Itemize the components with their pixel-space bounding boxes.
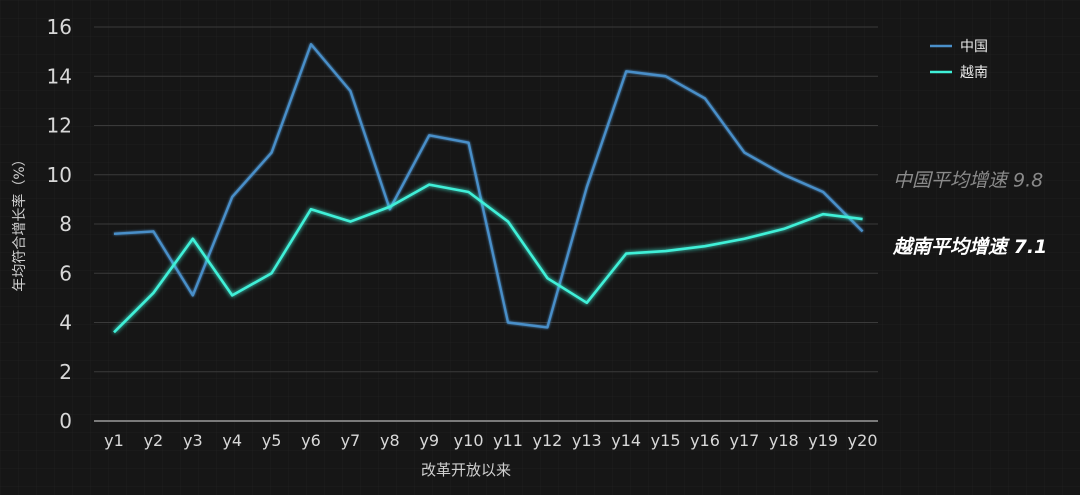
x-tick-label: y12: [532, 431, 562, 450]
x-tick-label: y10: [454, 431, 484, 450]
x-axis-label: 改革开放以来: [421, 461, 511, 479]
reference-line-label: 中国平均增速 9.8: [893, 170, 1043, 192]
axes: 0 2 4 6 8 10 12 14 16 y1 y2 y3 y4 y5 y6 y7 y8 y9 y10 y11 y12…: [47, 15, 878, 450]
y-tick-label: 6: [59, 261, 72, 285]
series-line: [113, 43, 864, 329]
y-tick-label: 16: [47, 15, 72, 39]
y-axis-label: 年均符合增长率（%）: [11, 152, 28, 291]
y-tick-label: 2: [59, 360, 72, 384]
y-tick-label: 12: [47, 114, 72, 138]
y-tick-label: 14: [47, 64, 72, 88]
x-tick-label: y1: [104, 431, 124, 450]
x-tick-label: y8: [380, 431, 400, 450]
data-series: [113, 43, 864, 334]
x-tick-label: y7: [341, 431, 361, 450]
x-tick-label: y2: [144, 431, 164, 450]
x-tick-label: y20: [848, 431, 878, 450]
gridlines: [94, 26, 878, 373]
x-tick-label: y17: [729, 431, 759, 450]
legend-label: 越南: [960, 65, 988, 81]
legend-label: 中国: [960, 39, 988, 55]
y-tick-label: 8: [59, 212, 72, 236]
x-tick-label: y3: [183, 431, 203, 450]
x-tick-label: y11: [493, 431, 523, 450]
reference-lines: 中国平均增速 9.8 越南平均增速 7.1: [94, 170, 1047, 258]
x-tick-label: y5: [262, 431, 282, 450]
x-tick-label: y13: [572, 431, 602, 450]
x-tick-label: y4: [222, 431, 242, 450]
x-tick-label: y18: [769, 431, 799, 450]
y-tick-label: 4: [59, 311, 72, 335]
x-tick-label: y9: [419, 431, 439, 450]
x-tick-label: y14: [611, 431, 641, 450]
reference-line-label: 越南平均增速 7.1: [892, 236, 1047, 258]
y-tick-label: 0: [59, 409, 72, 433]
x-tick-label: y16: [690, 431, 720, 450]
x-tick-label: y19: [808, 431, 838, 450]
series-line: [113, 183, 863, 334]
x-tick-label: y15: [651, 431, 681, 450]
x-tick-label: y6: [301, 431, 321, 450]
y-tick-label: 10: [47, 163, 72, 187]
